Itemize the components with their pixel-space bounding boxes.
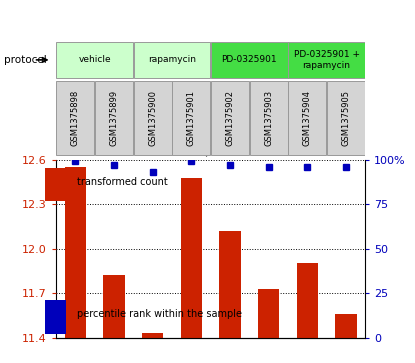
Text: vehicle: vehicle xyxy=(78,56,111,64)
Text: GSM1375903: GSM1375903 xyxy=(264,90,273,146)
Bar xyxy=(56,81,94,155)
Text: protocol: protocol xyxy=(4,55,47,65)
Text: GSM1375902: GSM1375902 xyxy=(225,90,234,146)
Bar xyxy=(142,333,163,338)
Text: GSM1375905: GSM1375905 xyxy=(342,90,350,146)
Text: transformed count: transformed count xyxy=(77,177,168,187)
Bar xyxy=(297,264,318,338)
Text: GSM1375898: GSM1375898 xyxy=(71,90,80,146)
Bar xyxy=(172,81,210,155)
Bar xyxy=(56,41,133,78)
Bar xyxy=(134,81,171,155)
Bar xyxy=(335,314,356,338)
Bar xyxy=(65,167,86,338)
Text: GSM1375904: GSM1375904 xyxy=(303,90,312,146)
Bar xyxy=(219,231,241,338)
Bar xyxy=(134,41,210,78)
Title: GDS5419 / 10490946: GDS5419 / 10490946 xyxy=(136,143,285,157)
Bar xyxy=(258,289,279,338)
Bar xyxy=(45,301,66,334)
Bar xyxy=(211,81,249,155)
Bar xyxy=(250,81,288,155)
Bar xyxy=(288,41,365,78)
Text: rapamycin: rapamycin xyxy=(148,56,196,64)
Bar xyxy=(327,81,365,155)
Bar xyxy=(211,41,288,78)
Bar xyxy=(181,178,202,338)
Text: percentile rank within the sample: percentile rank within the sample xyxy=(77,309,242,319)
Text: PD-0325901: PD-0325901 xyxy=(222,56,277,64)
Bar xyxy=(95,81,133,155)
Bar xyxy=(103,275,124,338)
Text: GSM1375899: GSM1375899 xyxy=(110,90,119,146)
Bar xyxy=(45,168,66,201)
Text: GSM1375900: GSM1375900 xyxy=(148,90,157,146)
Text: GSM1375901: GSM1375901 xyxy=(187,90,196,146)
Bar xyxy=(288,81,326,155)
Text: PD-0325901 +
rapamycin: PD-0325901 + rapamycin xyxy=(293,50,359,70)
